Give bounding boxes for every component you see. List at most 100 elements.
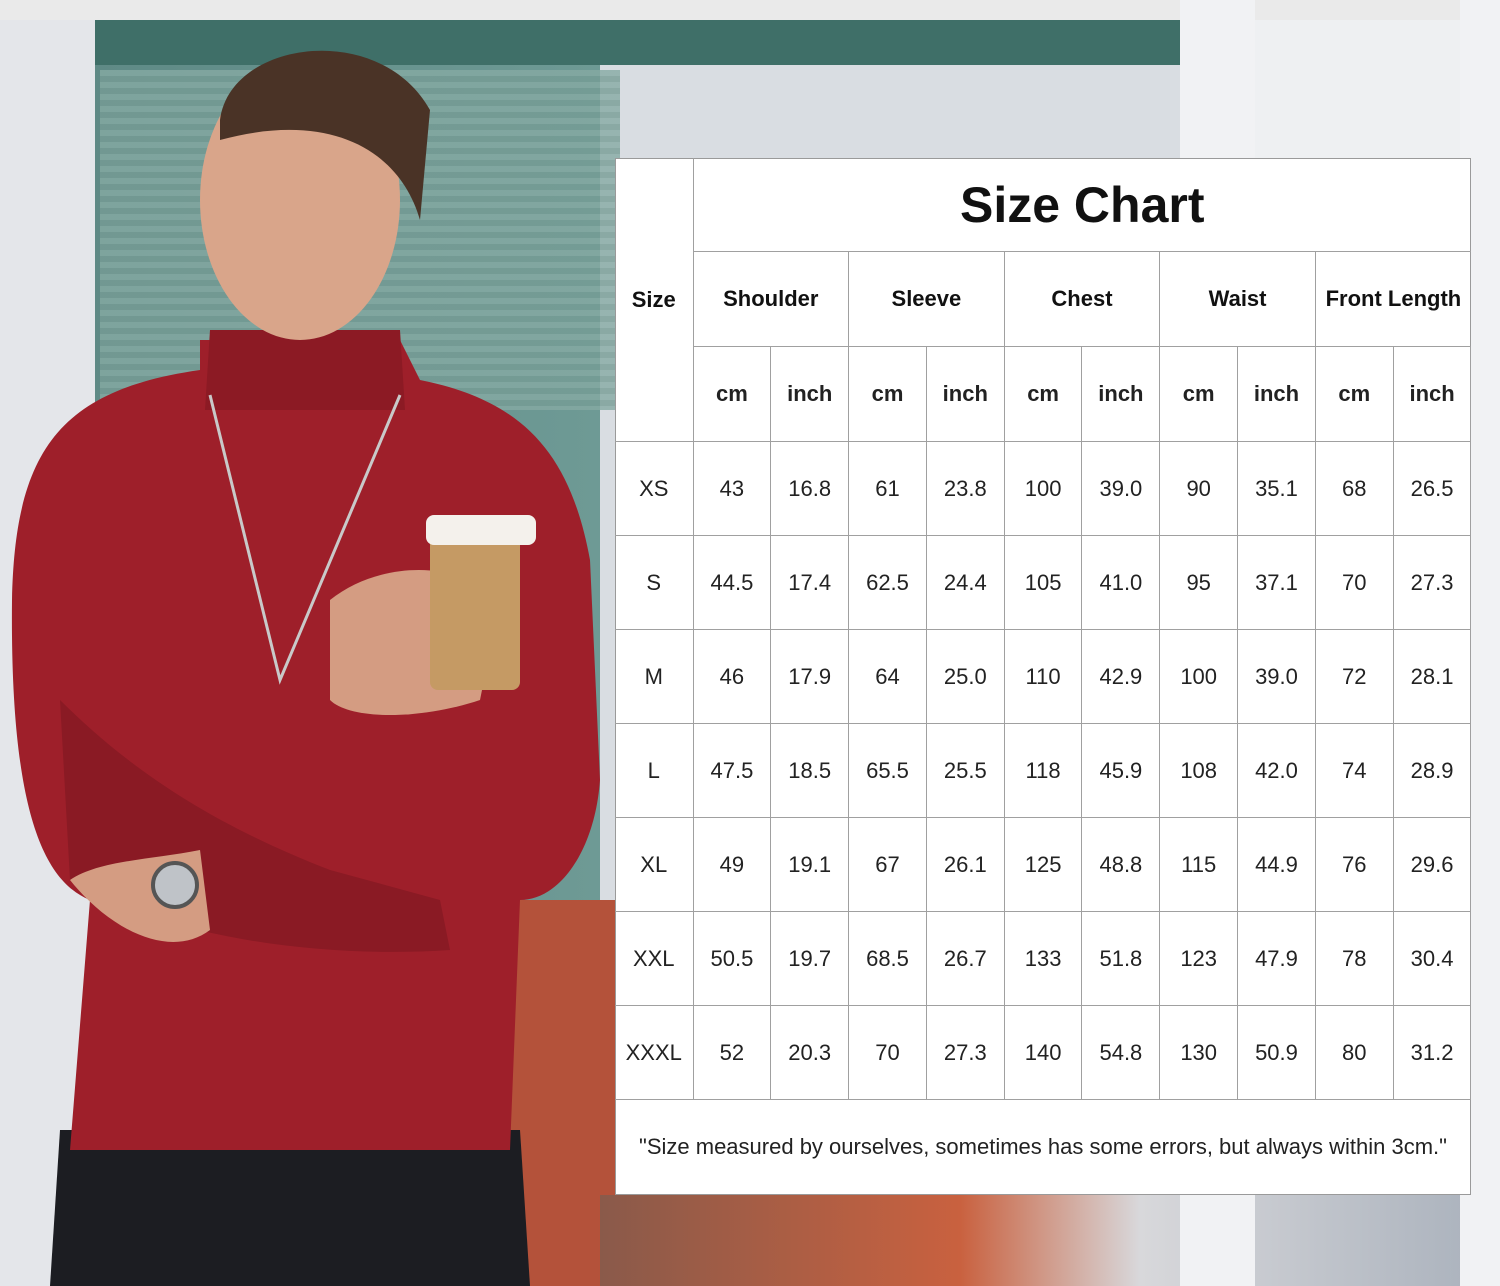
- unit-header: cm: [1159, 346, 1239, 442]
- measurement-cell: 39.0: [1081, 441, 1161, 536]
- measurement-cell: 18.5: [770, 723, 850, 818]
- measurement-cell: 44.9: [1237, 817, 1316, 912]
- measurement-cell: 29.6: [1392, 817, 1472, 912]
- measurement-cell: 62.5: [848, 535, 927, 630]
- measurement-cell: 17.9: [770, 629, 850, 724]
- measurement-cell: 110: [1003, 629, 1083, 724]
- measurement-cell: 27.3: [1392, 535, 1472, 630]
- measurement-cell: 37.1: [1237, 535, 1316, 630]
- size-chart-table: Size Size Chart Shoulder Sleeve Chest Waist…: [615, 158, 1472, 1193]
- measurement-cell: 16.8: [770, 441, 850, 536]
- measurement-cell: 43: [692, 441, 772, 536]
- table-row: M 46 17.9 64 25.0 110 42.9 100 39.0 72 28.1: [615, 629, 1472, 724]
- measurement-header: Shoulder: [692, 251, 850, 347]
- measurement-cell: 72: [1314, 629, 1394, 724]
- background-band: [95, 20, 1195, 65]
- background-floor: [600, 1195, 1500, 1286]
- measurement-cell: 17.4: [770, 535, 850, 630]
- measurement-cell: 80: [1314, 1005, 1394, 1100]
- turtleneck: [205, 330, 405, 410]
- measurement-cell: 78: [1314, 911, 1394, 1006]
- measurement-cell: 140: [1003, 1005, 1083, 1100]
- pants: [50, 1130, 530, 1286]
- unit-header: inch: [1237, 346, 1316, 442]
- chart-title: Size Chart: [692, 158, 1471, 252]
- measurement-header: Waist: [1159, 251, 1316, 347]
- unit-header: cm: [692, 346, 772, 442]
- measurement-header: Chest: [1003, 251, 1161, 347]
- measurement-header: Front Length: [1314, 251, 1471, 347]
- unit-header: inch: [1392, 346, 1472, 442]
- measurement-cell: 95: [1159, 535, 1239, 630]
- measurement-cell: 133: [1003, 911, 1083, 1006]
- measurement-cell: 108: [1159, 723, 1239, 818]
- measurement-cell: 26.5: [1392, 441, 1472, 536]
- measurement-cell: 42.9: [1081, 629, 1161, 724]
- table-row: XL 49 19.1 67 26.1 125 48.8 115 44.9 76 29.6: [615, 817, 1472, 912]
- measurement-cell: 115: [1159, 817, 1239, 912]
- measurement-cell: 28.9: [1392, 723, 1472, 818]
- measurement-cell: 19.1: [770, 817, 850, 912]
- measurement-cell: 74: [1314, 723, 1394, 818]
- measurement-cell: 30.4: [1392, 911, 1472, 1006]
- measurement-cell: 70: [848, 1005, 927, 1100]
- measurement-cell: 64: [848, 629, 927, 724]
- measurement-cell: 25.5: [925, 723, 1005, 818]
- table-row: L 47.5 18.5 65.5 25.5 118 45.9 108 42.0 74 28.9: [615, 723, 1472, 818]
- table-row: XS 43 16.8 61 23.8 100 39.0 90 35.1 68 26.5: [615, 441, 1472, 536]
- measurement-cell: 50.5: [692, 911, 772, 1006]
- measurement-cell: 31.2: [1392, 1005, 1472, 1100]
- measurement-cell: 118: [1003, 723, 1083, 818]
- table-row: XXXL 52 20.3 70 27.3 140 54.8 130 50.9 80 31.2: [615, 1005, 1472, 1100]
- measurement-cell: 45.9: [1081, 723, 1161, 818]
- measurement-cell: 35.1: [1237, 441, 1316, 536]
- measurement-cell: 51.8: [1081, 911, 1161, 1006]
- unit-header: cm: [848, 346, 927, 442]
- measurement-cell: 105: [1003, 535, 1083, 630]
- measurement-cell: 20.3: [770, 1005, 850, 1100]
- unit-header: inch: [925, 346, 1005, 442]
- measurement-cell: 47.5: [692, 723, 772, 818]
- measurement-cell: 23.8: [925, 441, 1005, 536]
- measurement-cell: 68: [1314, 441, 1394, 536]
- measurement-cell: 90: [1159, 441, 1239, 536]
- measurement-cell: 70: [1314, 535, 1394, 630]
- measurement-header: Sleeve: [848, 251, 1005, 347]
- background-wall: [0, 0, 1500, 20]
- size-label: XL: [615, 817, 694, 912]
- size-label: S: [615, 535, 694, 630]
- measurement-cell: 65.5: [848, 723, 927, 818]
- measurement-cell: 27.3: [925, 1005, 1005, 1100]
- measurement-cell: 19.7: [770, 911, 850, 1006]
- measurement-cell: 28.1: [1392, 629, 1472, 724]
- size-label: XS: [615, 441, 694, 536]
- measurement-cell: 130: [1159, 1005, 1239, 1100]
- measurement-cell: 25.0: [925, 629, 1005, 724]
- size-label: XXL: [615, 911, 694, 1006]
- measurement-cell: 61: [848, 441, 927, 536]
- measurement-cell: 50.9: [1237, 1005, 1316, 1100]
- measurement-cell: 26.1: [925, 817, 1005, 912]
- measurement-cell: 42.0: [1237, 723, 1316, 818]
- necklace: [208, 394, 402, 685]
- unit-header: inch: [770, 346, 850, 442]
- coffee-cup: [430, 520, 520, 690]
- measurement-cell: 68.5: [848, 911, 927, 1006]
- measurement-cell: 48.8: [1081, 817, 1161, 912]
- table-row: XXL 50.5 19.7 68.5 26.7 133 51.8 123 47.9 78 30.4: [615, 911, 1472, 1006]
- size-chart: Size Size Chart Shoulder Sleeve Chest Waist…: [615, 158, 1472, 1195]
- unit-header: cm: [1003, 346, 1083, 442]
- table-row: S 44.5 17.4 62.5 24.4 105 41.0 95 37.1 70 27.3: [615, 535, 1472, 630]
- measurement-cell: 125: [1003, 817, 1083, 912]
- measurement-cell: 52: [692, 1005, 772, 1100]
- size-label: L: [615, 723, 694, 818]
- measurement-cell: 49: [692, 817, 772, 912]
- measurement-note: "Size measured by ourselves, sometimes h…: [639, 1133, 1447, 1159]
- unit-header: cm: [1314, 346, 1394, 442]
- measurement-cell: 47.9: [1237, 911, 1316, 1006]
- measurement-cell: 24.4: [925, 535, 1005, 630]
- hair: [220, 50, 430, 220]
- measurement-cell: 100: [1003, 441, 1083, 536]
- measurement-cell: 41.0: [1081, 535, 1161, 630]
- size-label: M: [615, 629, 694, 724]
